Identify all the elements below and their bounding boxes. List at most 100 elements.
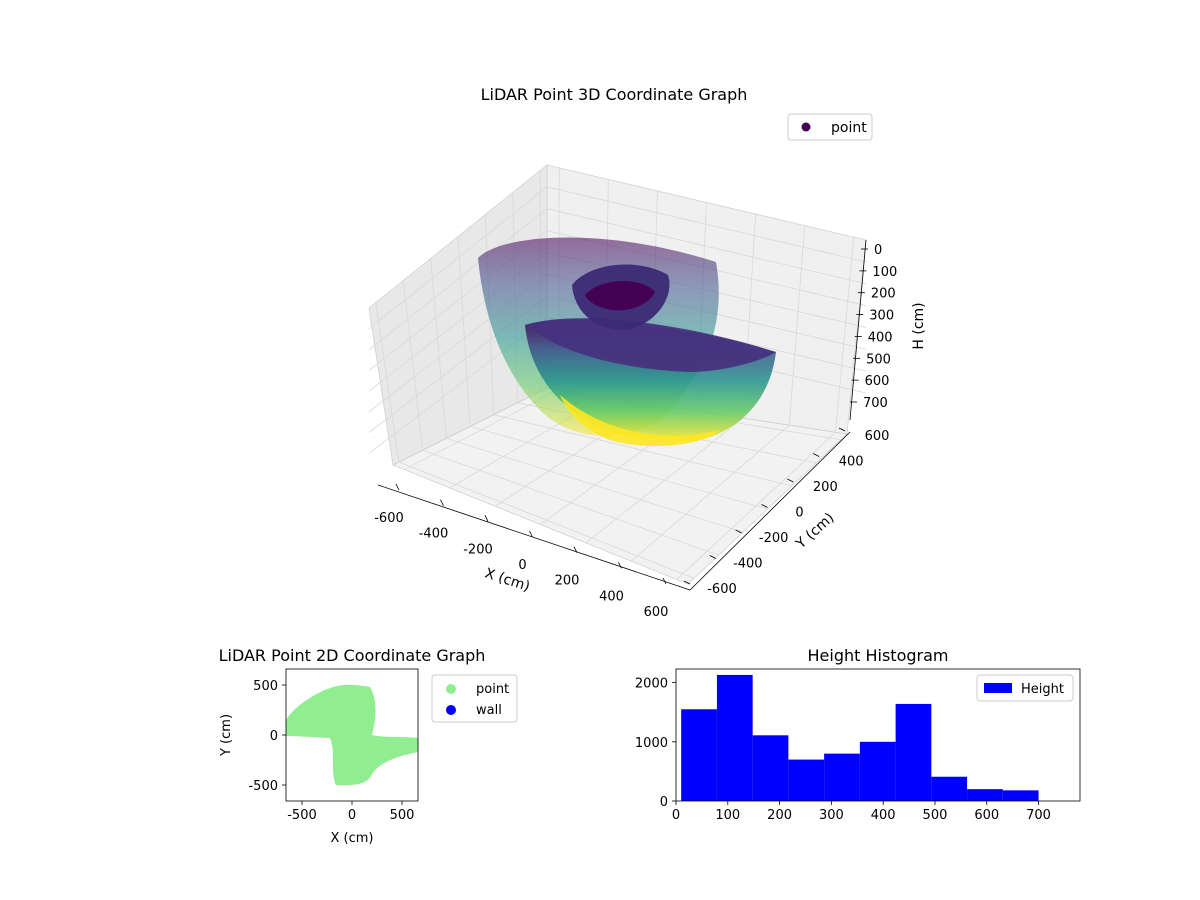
tick-labels-2d: -500 0 500 -500 0 500 — [248, 679, 414, 823]
y-tick-label-3d: -400 — [733, 557, 763, 572]
x-tick-label-hist: 300 — [819, 808, 844, 823]
y-tick-label-3d: -600 — [707, 582, 737, 597]
x-tick-label-hist: 700 — [1026, 808, 1051, 823]
legend-3d-marker — [801, 122, 811, 132]
grid-line-y — [430, 258, 744, 533]
z-tick-label-3d: 700 — [863, 396, 888, 411]
y-tick-label-2d: 500 — [253, 679, 278, 694]
legend-3d: point — [787, 113, 873, 141]
z-tick-label-3d: 500 — [866, 352, 891, 367]
legend-histogram: Height — [976, 674, 1074, 702]
x-tick-label-hist: 100 — [715, 808, 740, 823]
y-tick-mark-3d — [812, 453, 820, 457]
histogram-bar — [895, 703, 932, 801]
histogram-bar — [967, 789, 1003, 801]
bowl-lower-rim — [525, 318, 776, 372]
y-tick-mark-3d — [735, 529, 742, 534]
grid-line-z — [368, 164, 867, 309]
legend-2d-marker-point — [446, 684, 456, 694]
histogram-bar — [824, 753, 860, 801]
grid-line-x — [585, 214, 756, 544]
y-tick-label-3d: 600 — [865, 429, 890, 444]
y-tick-label-hist: 2000 — [635, 677, 668, 692]
chart-2d: LiDAR Point 2D Coordinate Graph -500 0 500… — [219, 646, 518, 846]
histogram-bar — [716, 674, 753, 801]
x-tick-mark-3d — [573, 546, 578, 553]
histogram-bar — [859, 741, 896, 801]
histogram-bar — [752, 735, 789, 801]
y-tick-mark-3d — [787, 478, 794, 483]
x-tick-mark-3d — [662, 577, 667, 585]
chart-3d-title: LiDAR Point 3D Coordinate Graph — [481, 85, 748, 104]
grid-line-y — [402, 280, 719, 556]
x-tick-label-3d: 600 — [644, 605, 669, 620]
z-axis-line — [849, 239, 867, 421]
x-tick-label-3d: -600 — [374, 511, 404, 526]
chart-3d: LiDAR Point 3D Coordinate Graph -600 -400… — [368, 85, 927, 620]
y-tick-mark-3d — [761, 504, 768, 508]
grid-line-y — [375, 302, 695, 579]
y-tick-mark-3d — [709, 555, 717, 559]
histogram-bar — [788, 759, 825, 801]
y-tick-mark-3d — [838, 427, 846, 432]
x-tick-mark-3d — [395, 483, 400, 491]
x-tick-mark-3d — [440, 499, 444, 506]
legend-histogram-swatch — [984, 683, 1012, 693]
plot-frame-histogram — [675, 668, 1081, 802]
x-tick-label-hist: 200 — [767, 808, 792, 823]
x-tick-label-3d: -400 — [419, 527, 449, 542]
legend-3d-label: point — [831, 120, 867, 136]
x-tick-label-hist: 400 — [871, 808, 896, 823]
y-tick-mark-3d — [683, 580, 691, 585]
x-tick-label-3d: 400 — [599, 589, 624, 604]
x-tick-label-3d: -200 — [463, 542, 493, 557]
z-axis-label-3d: H (cm) — [911, 302, 927, 349]
x-tick-label-2d: 500 — [390, 808, 415, 823]
y-tick-label-3d: 0 — [795, 506, 803, 521]
legend-2d: point wall — [431, 674, 518, 723]
x-tick-mark-3d — [529, 530, 533, 538]
x-tick-label-hist: 0 — [672, 808, 680, 823]
y-tick-label-2d: 0 — [270, 729, 278, 744]
grid-line-x — [631, 225, 806, 562]
z-tick-label-3d: 100 — [872, 265, 897, 280]
histogram-bar — [681, 709, 717, 801]
y-tick-label-3d: 400 — [839, 455, 864, 470]
x-tick-mark-3d — [484, 515, 489, 522]
z-tick-label-3d: 400 — [868, 330, 893, 345]
x-tick-label-3d: 0 — [518, 558, 526, 573]
z-tick-label-3d: 200 — [871, 287, 896, 302]
point-cloud-2d — [286, 684, 418, 786]
grid-line-y — [457, 236, 768, 510]
x-tick-label-hist: 500 — [923, 808, 948, 823]
point-cloud-3d — [478, 237, 776, 447]
chart-2d-title: LiDAR Point 2D Coordinate Graph — [219, 646, 486, 665]
grid-line-z — [368, 230, 867, 371]
x-tick-mark-3d — [618, 562, 622, 569]
tick-labels-3d: -600-400-2000200400600-600-400-200020040… — [374, 243, 897, 620]
histogram-bars — [681, 674, 1039, 801]
grid-line-x — [676, 237, 855, 580]
y-tick-label-3d: 200 — [813, 480, 838, 495]
histogram-title: Height Histogram — [808, 646, 949, 665]
tick-labels-histogram: 0 100 200 300 400 500 600 700 0 1000 2000 — [635, 677, 1051, 823]
legend-3d-box — [787, 113, 873, 141]
y-tick-label-3d: -200 — [759, 531, 789, 546]
z-tick-label-3d: 600 — [865, 374, 890, 389]
y-axis-line — [689, 431, 851, 591]
y-tick-label-2d: -500 — [248, 779, 278, 794]
x-tick-label-2d: 0 — [348, 808, 356, 823]
legend-histogram-label: Height — [1021, 682, 1064, 697]
bowl-inner-core — [585, 281, 655, 311]
y-axis-label-2d: Y (cm) — [219, 714, 234, 757]
y-tick-label-hist: 0 — [660, 795, 668, 810]
y-tick-label-hist: 1000 — [635, 736, 668, 751]
grid-line-z — [368, 208, 867, 350]
legend-2d-label-point: point — [476, 682, 509, 697]
legend-2d-label-wall: wall — [476, 703, 502, 718]
legend-2d-marker-wall — [446, 705, 456, 715]
x-tick-label-hist: 600 — [974, 808, 999, 823]
z-tick-label-3d: 300 — [869, 309, 894, 324]
histogram-bar — [1002, 790, 1039, 801]
